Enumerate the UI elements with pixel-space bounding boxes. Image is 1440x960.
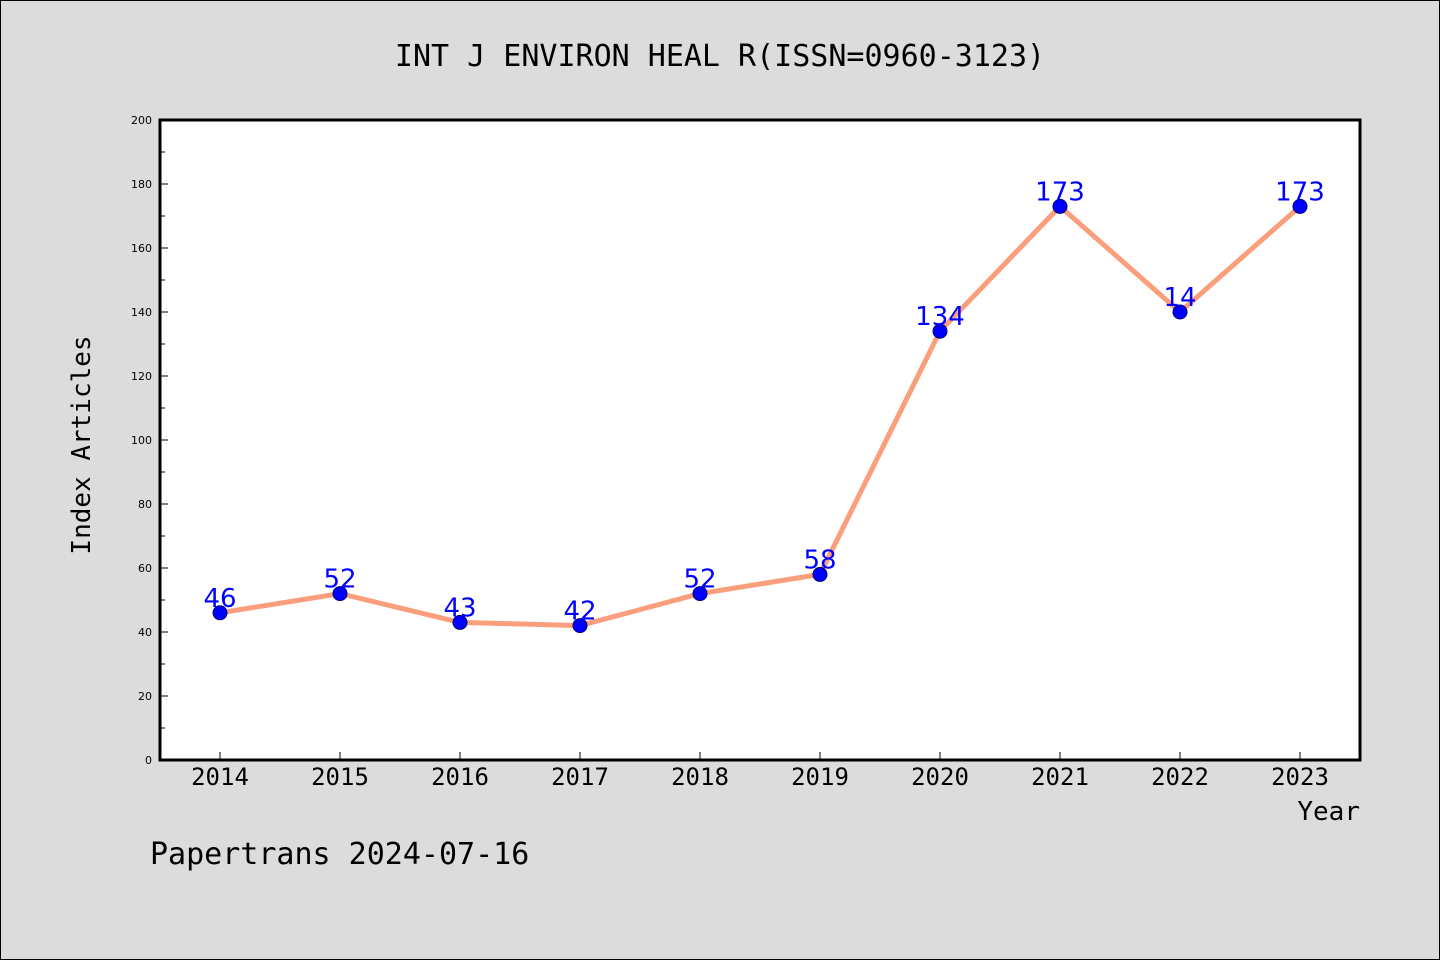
y-tick-label: 80	[138, 498, 152, 511]
y-tick-label: 120	[131, 370, 152, 383]
data-point	[572, 618, 588, 634]
data-label: 52	[323, 565, 356, 595]
x-tick-label: 2014	[191, 763, 249, 791]
y-tick-label: 140	[131, 306, 152, 319]
data-label: 52	[683, 565, 716, 595]
data-label: 173	[1035, 177, 1085, 207]
x-tick-label: 2015	[311, 763, 369, 791]
series: 46 52 43 42 52 58 134 173 14 173	[203, 177, 1325, 634]
data-point	[812, 566, 828, 582]
x-axis-label: Year	[1297, 797, 1360, 827]
x-tick-label: 2016	[431, 763, 489, 791]
x-axis: 2014 2015 2016 2017 2018 2019 2020 2021 2022 2023	[191, 752, 1329, 791]
y-axis: 0 20 40 60 80 100 120 140 160 180 200	[131, 114, 168, 767]
data-label: 58	[803, 545, 836, 575]
data-label: 46	[203, 584, 236, 614]
data-label: 43	[443, 593, 476, 623]
data-point	[692, 586, 708, 602]
data-label: 134	[915, 302, 965, 332]
data-label: 173	[1275, 177, 1325, 207]
y-axis-label: Index Articles	[67, 335, 97, 554]
series-line	[217, 203, 1303, 629]
x-tick-label: 2021	[1031, 763, 1089, 791]
x-tick-label: 2022	[1151, 763, 1209, 791]
data-point	[932, 323, 948, 339]
data-point	[1172, 304, 1188, 320]
data-point	[332, 586, 348, 602]
chart-title: INT J ENVIRON HEAL R(ISSN=0960-3123)	[395, 39, 1045, 74]
x-tick-label: 2019	[791, 763, 849, 791]
plot-area	[158, 118, 1362, 762]
y-tick-label: 160	[131, 242, 152, 255]
y-tick-label: 0	[145, 754, 152, 767]
x-tick-label: 2020	[911, 763, 969, 791]
data-point	[452, 614, 468, 630]
data-point	[1292, 198, 1308, 214]
data-label: 14	[1163, 283, 1196, 313]
data-label: 42	[563, 597, 596, 627]
data-point	[1052, 198, 1068, 214]
y-tick-label: 180	[131, 178, 152, 191]
y-tick-label: 40	[138, 626, 152, 639]
data-point	[212, 605, 228, 621]
y-tick-label: 20	[138, 690, 152, 703]
x-tick-label: 2023	[1271, 763, 1329, 791]
y-tick-label: 100	[131, 434, 152, 447]
y-tick-label: 200	[131, 114, 152, 127]
x-tick-label: 2017	[551, 763, 609, 791]
y-tick-label: 60	[138, 562, 152, 575]
footer-credit: Papertrans 2024-07-16	[150, 837, 529, 872]
x-tick-label: 2018	[671, 763, 729, 791]
